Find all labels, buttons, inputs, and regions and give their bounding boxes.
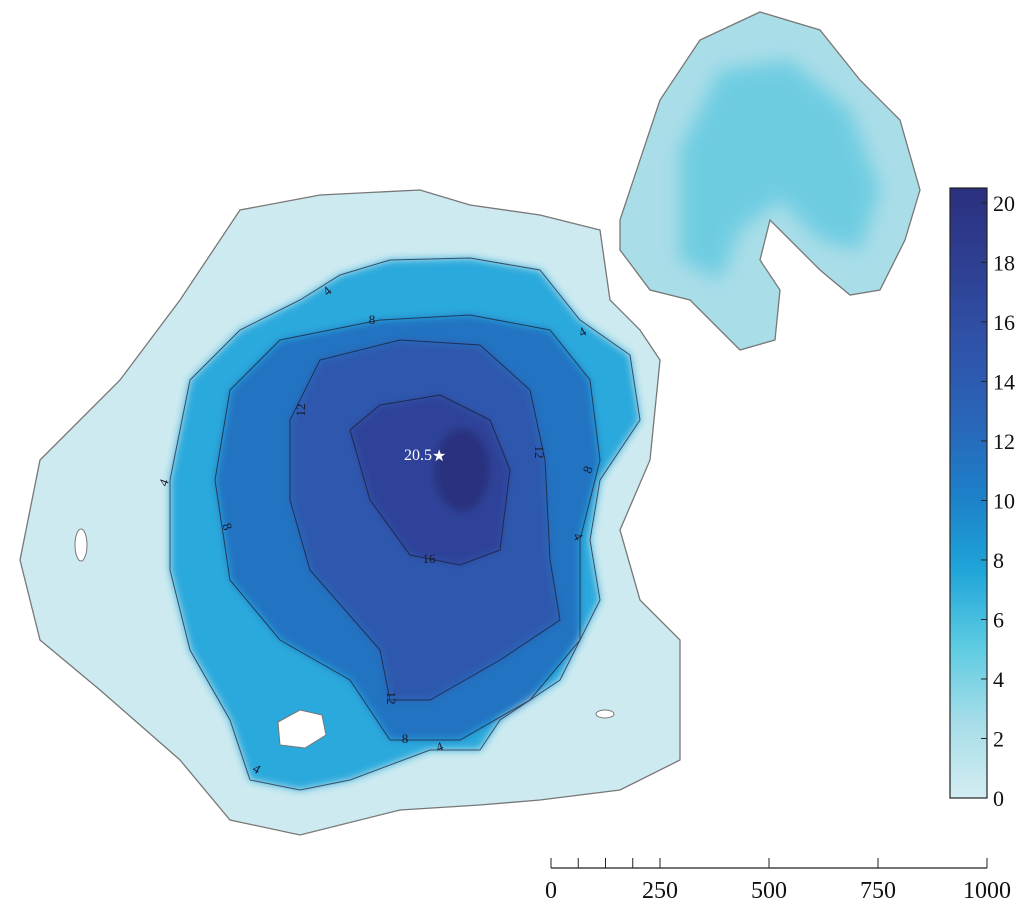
- contour-label: 12: [532, 446, 547, 459]
- colorbar-tick-label: 18: [993, 250, 1015, 275]
- scale-bar: 0 250 500 750 1000: [545, 858, 1011, 904]
- colorbar-tick-label: 2: [993, 726, 1004, 751]
- colorbar: 0 2 4 6 8 10 12 14 16 18 20: [949, 187, 1015, 811]
- ne-basin: [680, 60, 880, 280]
- depth-zones: [170, 258, 640, 790]
- lake: [19, 11, 921, 836]
- island: [595, 709, 615, 719]
- island: [277, 709, 327, 749]
- contour-line: [169, 257, 641, 791]
- max-depth-star: ★: [432, 448, 446, 465]
- contour-line: [214, 314, 601, 741]
- contour-label: 8: [369, 312, 376, 327]
- colorbar-tick-label: 20: [993, 191, 1015, 216]
- zone-20: [434, 428, 490, 512]
- colorbar-tick-label: 0: [993, 786, 1004, 811]
- scale-bar-label: 750: [860, 878, 896, 904]
- scale-bar-label: 250: [642, 878, 678, 904]
- contour-label: 16: [423, 551, 437, 566]
- scale-bar-label: 0: [545, 878, 557, 904]
- contour-line: [349, 394, 511, 566]
- colorbar-tick-label: 4: [993, 667, 1004, 692]
- contour-label: 12: [384, 692, 399, 705]
- island: [74, 528, 88, 562]
- contour-label: 8: [579, 464, 595, 475]
- contour-label: 4: [434, 738, 446, 754]
- contour-label: 12: [293, 404, 308, 417]
- contour-label: 4: [155, 476, 171, 488]
- colorbar-tick-label: 12: [993, 429, 1015, 454]
- contour-line: [289, 339, 561, 701]
- colorbar-tick-label: 14: [993, 369, 1015, 394]
- colorbar-tick-label: 6: [993, 607, 1004, 632]
- colorbar-tick-label: 8: [993, 548, 1004, 573]
- max-depth-label: 20.5: [404, 447, 432, 464]
- colorbar-tick-label: 10: [993, 488, 1015, 513]
- colorbar-tick-label: 16: [993, 310, 1015, 335]
- scale-bar-label: 1000: [963, 878, 1011, 904]
- contour-label: 8: [402, 731, 409, 746]
- colorbar-fill: [949, 187, 988, 799]
- scale-bar-label: 500: [751, 878, 787, 904]
- contours: [169, 257, 641, 791]
- contour-label: 8: [219, 521, 235, 532]
